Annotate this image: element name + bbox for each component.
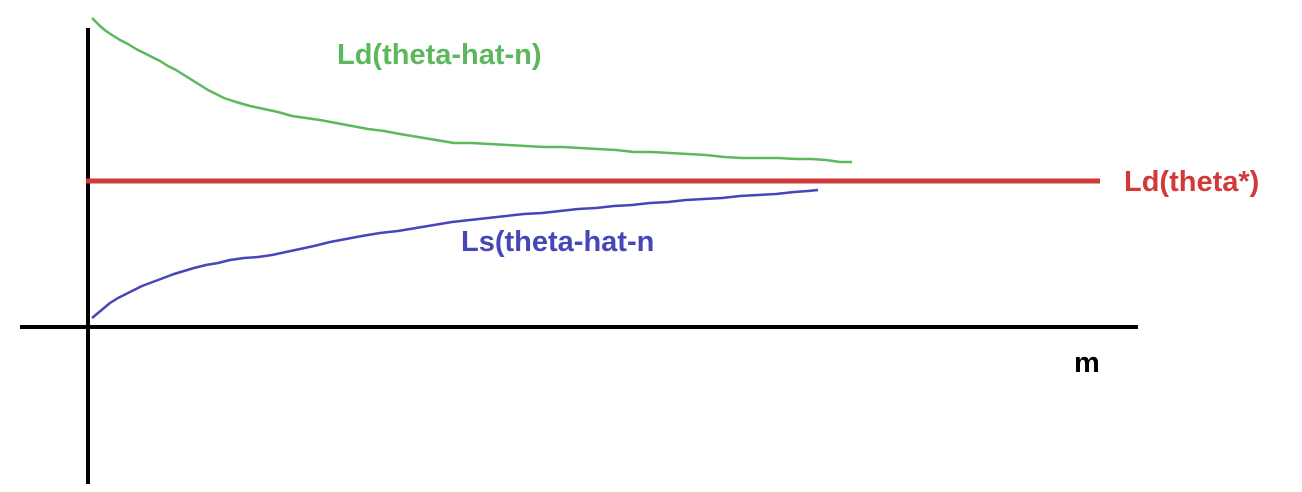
red-line-label: Ld(theta*) [1124, 166, 1259, 198]
blue-curve-label: Ls(theta-hat-n [461, 226, 654, 258]
x-axis-label: m [1074, 347, 1100, 379]
blue-curve [91, 188, 819, 319]
green-curve-label: Ld(theta-hat-n) [337, 39, 542, 71]
green-curve [91, 17, 852, 164]
